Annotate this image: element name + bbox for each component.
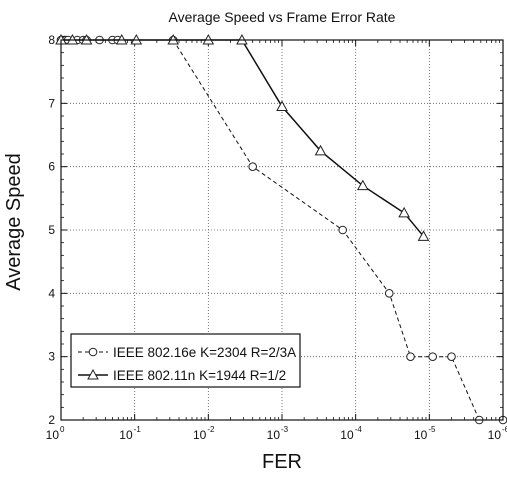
legend: IEEE 802.16e K=2304 R=2/3A IEEE 802.11n K… bbox=[70, 333, 301, 388]
x-tick-label: 10 -5 bbox=[414, 425, 436, 442]
legend-entry: IEEE 802.16e K=2304 R=2/3A bbox=[78, 345, 296, 360]
y-tick-label: 6 bbox=[48, 160, 55, 174]
x-tick-exponent: -5 bbox=[428, 425, 436, 434]
x-tick-base: 10 bbox=[340, 428, 354, 442]
y-tick-label: 2 bbox=[48, 413, 55, 427]
x-tick-base: 10 bbox=[488, 428, 502, 442]
series-2-line bbox=[61, 39, 425, 237]
legend-entry: IEEE 802.11n K=1944 R=1/2 bbox=[78, 368, 286, 383]
series-1-point bbox=[428, 352, 438, 361]
x-tick-label: 10 -4 bbox=[340, 425, 362, 442]
series-2-point bbox=[276, 100, 288, 111]
x-tick-label: 10 -6 bbox=[488, 425, 507, 442]
x-tick-exponent: -2 bbox=[207, 425, 215, 434]
legend-label: IEEE 802.11n K=1944 R=1/2 bbox=[113, 368, 286, 383]
series-2-point bbox=[356, 179, 369, 191]
x-tick-base: 10 bbox=[119, 428, 133, 442]
x-tick-label: 10 0 bbox=[46, 425, 65, 442]
series-1-point bbox=[384, 289, 394, 298]
y-tick-label: 7 bbox=[48, 96, 55, 110]
y-tick-label: 8 bbox=[48, 33, 55, 47]
series-2-point bbox=[314, 144, 327, 156]
series-1-point bbox=[248, 162, 257, 171]
legend-label: IEEE 802.16e K=2304 R=2/3A bbox=[113, 345, 296, 360]
x-axis-label: FER bbox=[262, 451, 302, 473]
y-tick-label: 5 bbox=[48, 223, 55, 237]
x-tick-exponent: 0 bbox=[60, 425, 65, 434]
x-tick-base: 10 bbox=[46, 428, 60, 442]
legend-marker bbox=[87, 368, 99, 380]
x-tick-label: 10 -1 bbox=[119, 425, 141, 442]
x-tick-exponent: -4 bbox=[355, 425, 363, 434]
series-1-point bbox=[447, 352, 456, 361]
series-2 bbox=[55, 33, 430, 241]
x-tick-base: 10 bbox=[193, 428, 207, 442]
x-tick-label: 10 -2 bbox=[193, 425, 215, 442]
series-2-point bbox=[398, 206, 410, 218]
series-1-point bbox=[406, 352, 415, 361]
x-tick-label: 10 -3 bbox=[267, 425, 289, 442]
plot-frame bbox=[60, 39, 504, 421]
series-2-point bbox=[417, 230, 430, 241]
chart-title: Average Speed vs Frame Error Rate bbox=[169, 9, 396, 25]
y-tick-label: 3 bbox=[48, 350, 55, 364]
series-1-point bbox=[338, 225, 347, 235]
legend-box bbox=[70, 333, 301, 388]
y-axis-label: Average Speed bbox=[3, 153, 25, 291]
legend-marker bbox=[88, 347, 98, 357]
x-tick-exponent: -6 bbox=[502, 425, 507, 434]
x-tick-exponent: -1 bbox=[134, 425, 142, 434]
x-tick-exponent: -3 bbox=[281, 425, 289, 434]
x-tick-base: 10 bbox=[267, 428, 281, 442]
y-tick-label: 4 bbox=[48, 286, 55, 300]
x-tick-base: 10 bbox=[414, 428, 428, 442]
